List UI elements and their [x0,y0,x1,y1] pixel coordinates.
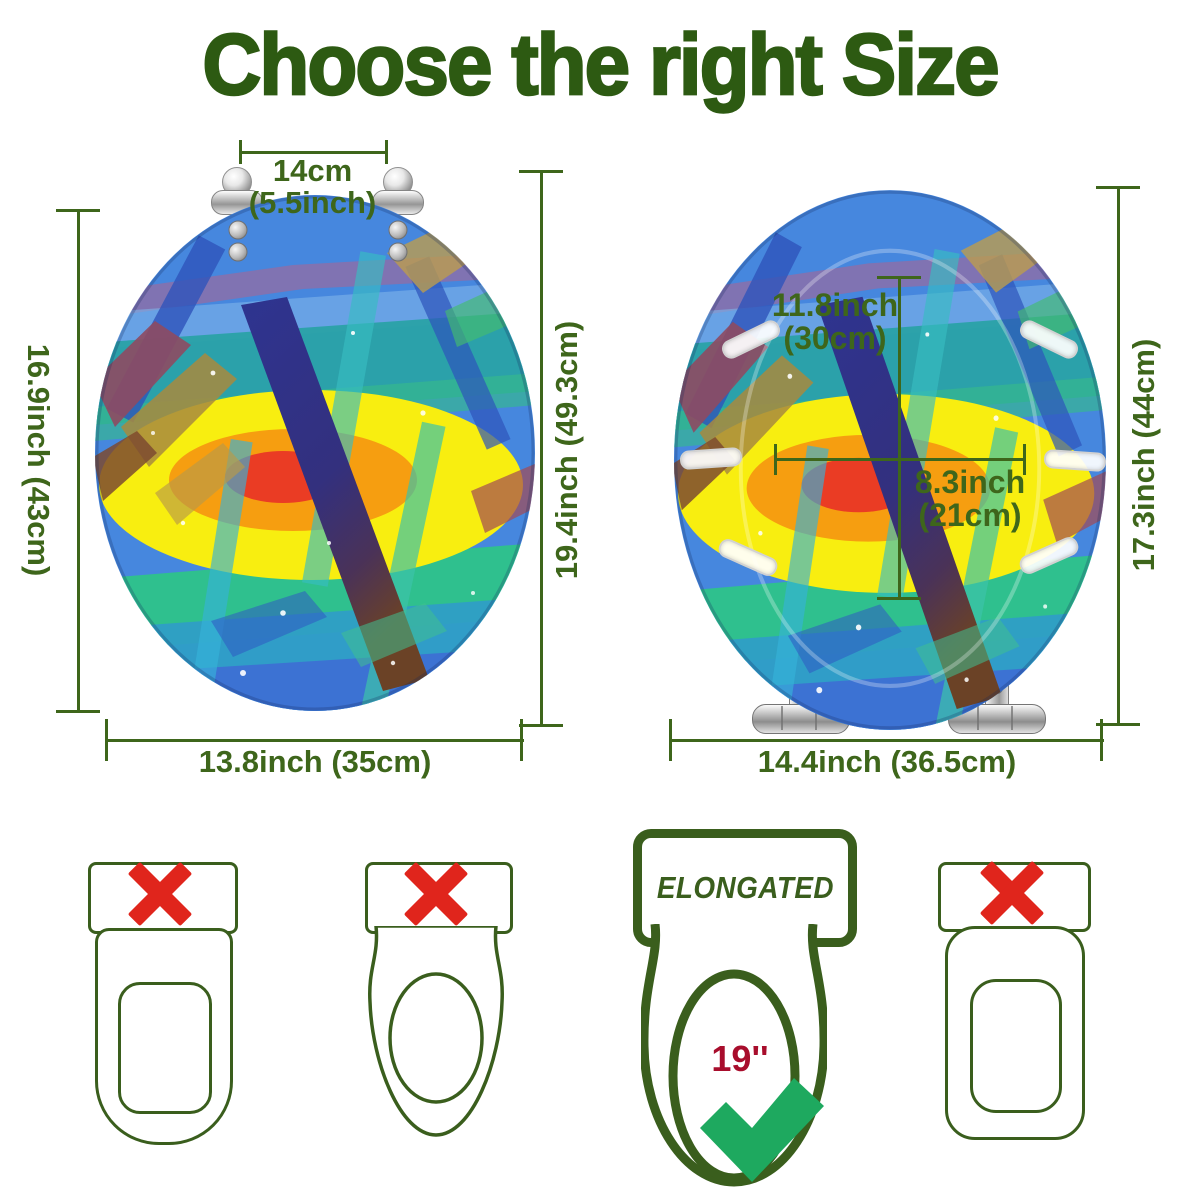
dim-tick [385,140,388,164]
dim-label-seat-width: 14.4inch (36.5cm) [757,744,1017,779]
toilet-bowl [368,926,504,1137]
dim-label-total-height: 19.4inch (49.3cm) [549,320,584,580]
dim-label-inner-length: 11.8inch (30cm) [735,287,935,357]
dim-cap [1096,186,1140,189]
dim-tick [1023,444,1026,475]
dim-label-line: (21cm) [918,497,1022,534]
dim-cap [1096,723,1140,726]
dim-line-inner-width [775,458,1026,461]
dim-line-seat-width [106,739,524,742]
dim-label-line: 8.3inch [914,464,1026,500]
dim-line-inner-length [898,277,901,599]
dim-line-seat-width [670,739,1104,742]
seat-art [95,195,535,711]
dim-label-seat-height: 16.9inch (43cm) [21,343,56,577]
green-check-icon [700,1078,824,1182]
dim-cap [877,276,921,279]
dim-cap [519,170,563,173]
red-x-icon [984,865,1040,921]
dim-label-hinge-width: 14cm (5.5inch) [205,153,420,221]
dim-label-inner-width: 8.3inch (21cm) [870,464,1070,534]
elongated-size-label: 19'' [711,1038,769,1079]
hinge-icon [211,167,263,215]
hinge-bar [211,190,263,215]
dim-line-total-height [540,171,543,727]
dim-tick [239,140,242,164]
dim-tick [774,444,777,475]
dim-label-line: 11.8inch [771,287,899,323]
dim-line-hinge-width [240,151,387,154]
dim-label-line: (5.5inch) [248,185,377,221]
seat-screws [228,220,408,262]
dim-tick [105,719,108,761]
toilet-bowl-hole [970,979,1062,1113]
dim-tick [520,719,523,761]
elongated-label: ELONGATED [656,870,834,905]
dim-line-seat-height [1117,187,1120,726]
toilet-bowl-hole [118,982,212,1114]
page-title: Choose the right Size [201,16,1001,115]
dim-label-line: 14cm [272,153,353,188]
dim-label-seat-height: 17.3inch (44cm) [1126,338,1161,572]
red-x-icon [408,866,464,922]
red-x-icon [132,866,188,922]
painted-seat-top-view [95,195,535,711]
dim-cap [56,710,100,713]
dim-cap [56,209,100,212]
dim-tick [1100,719,1103,761]
dim-line-seat-height [77,210,80,713]
dim-cap [519,724,563,727]
dim-label-seat-width: 13.8inch (35cm) [198,744,432,779]
dim-label-line: (30cm) [783,320,887,357]
dim-cap [877,597,921,600]
dim-tick [669,719,672,761]
